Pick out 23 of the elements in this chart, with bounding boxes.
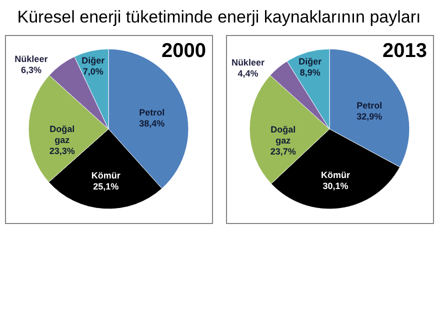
slice-label: Nükleer xyxy=(231,57,265,68)
slice-label: Petrol xyxy=(356,100,382,110)
data-label: 8,9% xyxy=(300,67,320,78)
slice-label: Doğal gaz xyxy=(50,124,75,145)
slice-label: Petrol xyxy=(139,107,165,118)
data-label: 32,9% xyxy=(356,111,382,122)
data-label: 6,3% xyxy=(20,64,42,75)
slice-label: Diğer xyxy=(82,55,106,66)
slice-label: Diğer xyxy=(298,56,322,66)
chart-title: 2000 xyxy=(162,40,206,62)
data-label: 23,3% xyxy=(49,146,75,156)
data-label: 30,1% xyxy=(322,181,348,192)
data-label: 23,7% xyxy=(270,146,296,156)
slice-label: Kömür xyxy=(320,170,350,180)
slice-label: Kömür xyxy=(91,170,121,180)
data-label: 4,4% xyxy=(238,68,258,78)
text: Küresel enerji tüketiminde enerji kaynaklarının payları xyxy=(17,8,421,26)
chart-title: 2013 xyxy=(382,40,427,62)
slice-label: Doğal gaz xyxy=(270,124,296,146)
data-label: 7,0% xyxy=(82,66,104,76)
slice-label: Nükleer xyxy=(14,54,48,64)
data-label: 25,1% xyxy=(93,181,119,192)
data-label: 38,4% xyxy=(139,118,165,128)
